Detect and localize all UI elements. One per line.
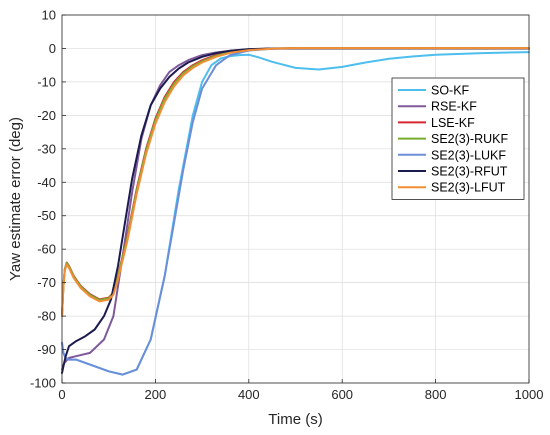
series-lines [61,47,530,376]
legend-label: SE2(3)-LUKF [431,148,506,162]
series-line-se2-3-lfut [61,47,530,318]
x-tick-label: 800 [425,387,447,402]
legend-label: SO-KF [431,84,470,98]
y-tick-label: 0 [49,41,56,56]
legend-label: RSE-KF [431,100,477,114]
y-tick-label: -40 [37,175,56,190]
y-tick-label: -70 [37,275,56,290]
x-tick-label: 400 [238,387,260,402]
y-tick-label: -80 [37,309,56,324]
y-tick-label: 10 [42,8,56,23]
y-tick-label: -60 [37,242,56,257]
legend: SO-KF RSE-KF LSE-KF SE2(3)-RUKF SE2(3)-LUKF S… [391,77,525,200]
y-tick-label: -30 [37,141,56,156]
y-tick-label: -20 [37,108,56,123]
y-tick-label: -100 [30,376,56,391]
x-tick-label: 0 [58,387,65,402]
legend-label: SE2(3)-RFUT [431,165,508,179]
y-tick-label: -50 [37,208,56,223]
axis-ticks: 0 200 400 600 800 1000 10 0 -10 -20 -30 -40 -50 -60 -7… [30,8,543,403]
legend-label: SE2(3)-RUKF [431,132,508,146]
x-tick-label: 1000 [515,387,544,402]
plot-frame [61,14,530,384]
x-tick-label: 200 [145,387,167,402]
x-tick-label: 600 [331,387,353,402]
y-tick-label: -90 [37,342,56,357]
y-tick-label: -10 [37,74,56,89]
legend-label: LSE-KF [431,116,475,130]
x-axis-label: Time (s) [268,411,322,428]
legend-label: SE2(3)-LFUT [431,181,506,195]
y-axis-label: Yaw estimate error (deg) [7,117,24,281]
